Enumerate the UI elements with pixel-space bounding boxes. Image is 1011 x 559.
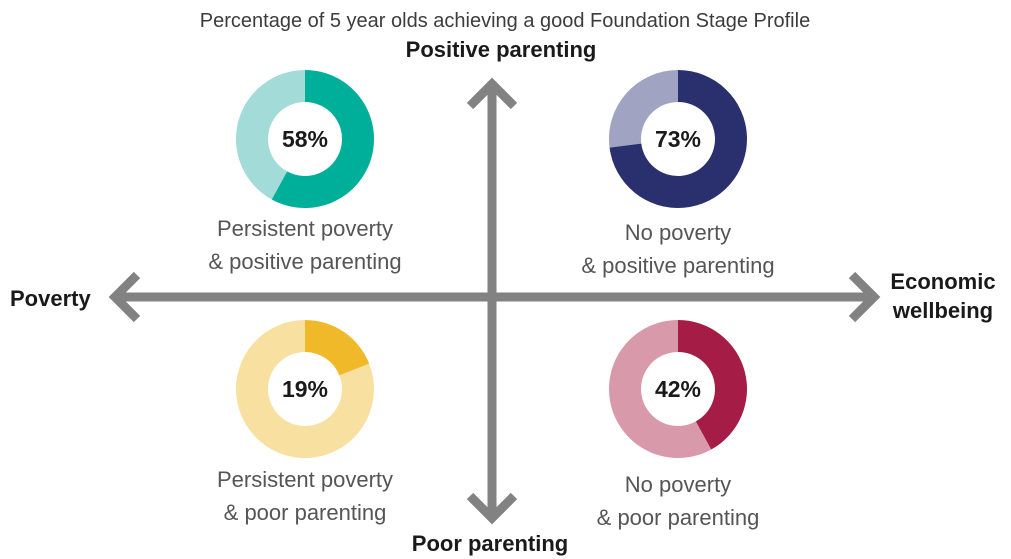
arrowhead-up	[466, 77, 518, 110]
quadrant-caption-line1: No poverty	[625, 472, 731, 497]
quadrant-caption-line2: & poor parenting	[224, 500, 387, 525]
arrowhead-left	[108, 271, 141, 323]
donut-value-slice	[678, 320, 748, 450]
donut-percentage-label: 73%	[655, 126, 701, 152]
axes	[108, 77, 881, 525]
axis-label-positive-parenting: Positive parenting	[406, 37, 597, 62]
donut-remainder-slice	[609, 320, 712, 458]
quadrant-caption-line2: & poor parenting	[597, 505, 760, 530]
quadrant-caption-line2: & positive parenting	[208, 249, 401, 274]
arrowhead-down	[466, 492, 518, 525]
donut-percentage-label: 19%	[282, 376, 328, 402]
quadrant-caption-line1: No poverty	[625, 220, 731, 245]
donut-value-slice	[271, 70, 374, 209]
donut-percentage-label: 58%	[282, 126, 328, 152]
axis-label-poor-parenting: Poor parenting	[412, 531, 568, 556]
quadrant-caption-line1: Persistent poverty	[217, 467, 393, 492]
donut-value-slice	[609, 70, 747, 208]
donut-remainder-slice	[236, 70, 305, 200]
donut-persistent-poverty-positive-parenting: 58% Persistent poverty & positive parentin…	[208, 70, 402, 274]
quadrant-caption-line2: & positive parenting	[581, 253, 774, 278]
donut-persistent-poverty-poor-parenting: 19% Persistent poverty & poor parenting	[217, 320, 393, 525]
donut-remainder-slice	[235, 320, 374, 458]
arrowhead-right	[848, 271, 881, 323]
quadrant-caption-line1: Persistent poverty	[217, 216, 393, 241]
axis-label-economic: Economic	[890, 269, 995, 294]
donut-value-slice	[305, 320, 370, 376]
chart-title: Percentage of 5 year olds achieving a go…	[200, 10, 810, 32]
donut-group: 58% Persistent poverty & positive parentin…	[208, 70, 775, 530]
donut-percentage-label: 42%	[655, 376, 701, 402]
axis-label-poverty: Poverty	[10, 286, 91, 311]
donut-no-poverty-positive-parenting: 73% No poverty & positive parenting	[581, 70, 775, 278]
donut-remainder-slice	[609, 70, 678, 148]
donut-no-poverty-poor-parenting: 42% No poverty & poor parenting	[597, 320, 760, 530]
axis-label-wellbeing: wellbeing	[892, 298, 993, 323]
